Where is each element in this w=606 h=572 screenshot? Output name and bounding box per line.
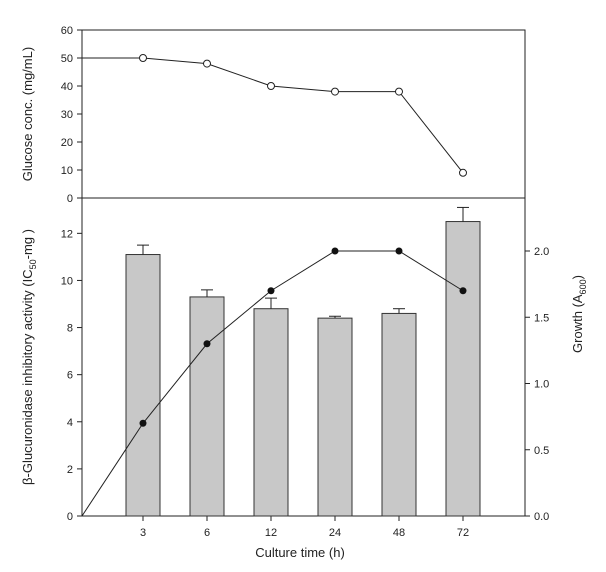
right-y-tick-label: 1.0 [534, 379, 549, 391]
right-y-title-main: Growth (A [570, 294, 585, 353]
x-tick-label: 6 [204, 527, 210, 539]
top-y-axis: 0 10 20 30 40 50 60 [61, 25, 82, 205]
left-y-title-subscript: 50 [28, 259, 38, 269]
right-y-tick-label: 0.0 [534, 511, 549, 523]
glucose-point [395, 87, 403, 96]
bottom-right-y-axis: 0.0 0.5 1.0 1.5 2.0 [525, 246, 549, 523]
activity-bars [125, 221, 481, 517]
bottom-left-y-axis: 0 2 4 6 8 10 12 [61, 228, 82, 523]
glucose-point [267, 82, 275, 90]
growth-point [331, 247, 339, 255]
activity-bar [317, 317, 353, 517]
top-y-tick-label: 20 [61, 137, 73, 149]
top-y-tick-label: 30 [61, 109, 73, 121]
left-y-tick-label: 4 [67, 417, 73, 429]
top-y-tick-label: 10 [61, 165, 73, 177]
growth-point [203, 340, 211, 348]
activity-bar [125, 254, 161, 517]
glucose-point [459, 168, 467, 177]
top-y-tick-label: 50 [61, 53, 73, 65]
activity-bar [445, 221, 481, 517]
bottom-left-y-axis-title: β-Glucuronidase inhibitory activity (IC5… [20, 229, 38, 485]
glucose-point [331, 87, 339, 96]
x-tick-label: 3 [140, 527, 146, 539]
x-tick-label: 72 [457, 527, 469, 539]
activity-bar [381, 312, 417, 517]
activity-bar [253, 308, 289, 517]
activity-error-bars [137, 206, 469, 319]
right-y-title-tail: ) [570, 275, 585, 279]
bottom-plot-frame [81, 197, 526, 517]
glucose-point [203, 59, 211, 68]
left-y-title-tail: -mg ) [20, 229, 35, 259]
left-y-tick-label: 2 [67, 464, 73, 476]
growth-series [81, 247, 467, 517]
left-y-tick-label: 6 [67, 370, 73, 382]
right-y-tick-label: 0.5 [534, 445, 549, 457]
top-plot-frame [81, 29, 526, 199]
growth-point [139, 419, 147, 427]
x-tick-label: 24 [329, 527, 341, 539]
top-y-tick-label: 40 [61, 81, 73, 93]
left-y-tick-label: 8 [67, 323, 73, 335]
growth-point [267, 287, 275, 295]
x-axis-title: Culture time (h) [255, 545, 345, 560]
left-y-tick-label: 10 [61, 275, 73, 287]
top-y-tick-label: 60 [61, 25, 73, 37]
right-y-title-subscript: 600 [578, 279, 588, 294]
right-y-tick-label: 1.5 [534, 312, 549, 324]
left-y-tick-label: 0 [67, 511, 73, 523]
top-y-axis-title: Glucose conc. (mg/mL) [20, 47, 35, 181]
top-y-tick-label: 0 [67, 193, 73, 205]
left-y-tick-label: 12 [61, 228, 73, 240]
activity-bar [189, 296, 225, 517]
left-y-title-main: β-Glucuronidase inhibitory activity (IC [20, 269, 35, 485]
glucose-series [82, 54, 467, 177]
right-y-tick-label: 2.0 [534, 246, 549, 258]
glucose-line [82, 57, 464, 174]
x-tick-label: 48 [393, 527, 405, 539]
bottom-right-y-axis-title: Growth (A600) [570, 275, 588, 353]
growth-point [395, 247, 403, 255]
glucose-point [139, 54, 147, 62]
x-tick-label: 12 [265, 527, 277, 539]
growth-point [459, 287, 467, 295]
x-axis: 3 6 12 24 48 72 [140, 516, 469, 539]
